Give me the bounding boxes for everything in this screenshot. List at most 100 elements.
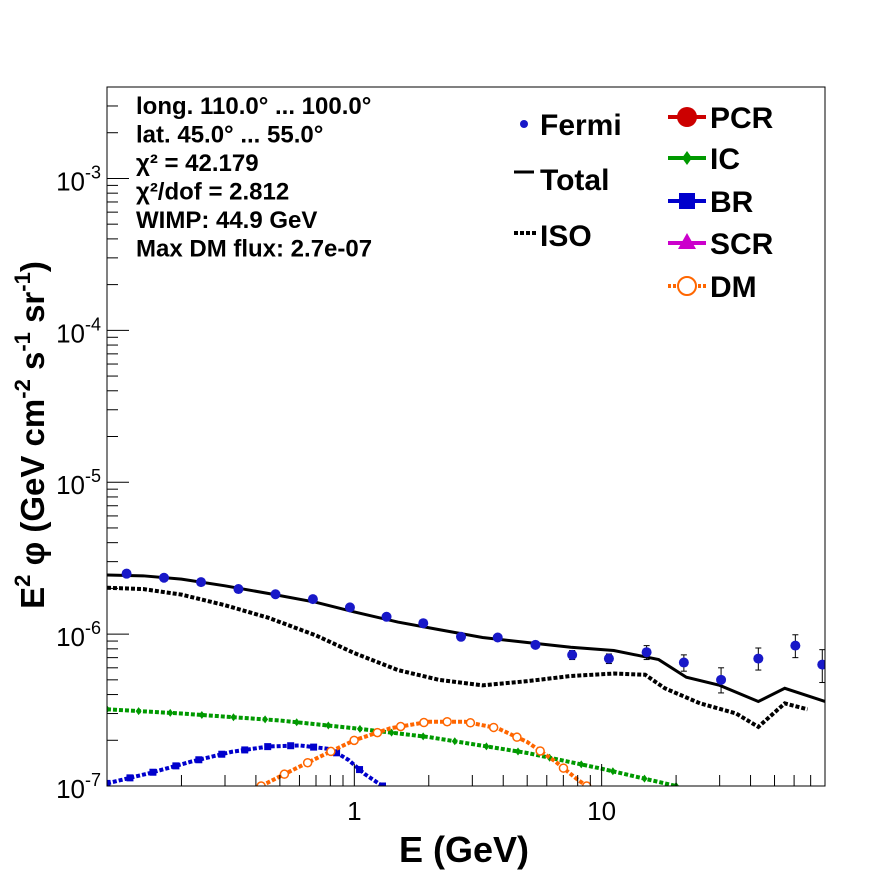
dm-marker xyxy=(465,718,476,728)
dm-marker xyxy=(535,746,545,756)
fermi-point xyxy=(603,653,614,664)
br-marker xyxy=(310,743,318,751)
x-axis-label: E (GeV) xyxy=(399,829,529,870)
legend-scr-marker xyxy=(678,233,696,249)
ic-marker xyxy=(420,732,427,741)
br-marker xyxy=(241,746,249,754)
legend-fermi-marker xyxy=(520,120,528,128)
ic-marker xyxy=(262,715,269,724)
y-tick-label: 10-6 xyxy=(56,618,101,652)
dm-marker xyxy=(395,721,406,732)
ic-marker xyxy=(609,767,616,776)
info-line: χ² = 42.179 xyxy=(136,150,259,177)
legend-dm-marker xyxy=(677,276,697,296)
br-marker xyxy=(149,768,157,776)
legend-label: BR xyxy=(710,186,754,219)
fermi-point xyxy=(817,659,825,670)
br-marker xyxy=(379,782,387,786)
dm-marker xyxy=(256,781,266,786)
ic-marker xyxy=(135,707,142,716)
br-marker xyxy=(333,749,341,757)
legend-label: ISO xyxy=(540,220,592,253)
dm-marker xyxy=(279,769,290,779)
legend-label: IC xyxy=(710,143,740,176)
fermi-point xyxy=(567,649,578,660)
legend-ic-marker xyxy=(682,151,692,165)
dm-marker xyxy=(302,757,313,768)
br-marker xyxy=(218,750,226,758)
fermi-point xyxy=(158,572,169,583)
dm-marker xyxy=(442,716,452,727)
fermi-point xyxy=(121,568,132,579)
legend-label: SCR xyxy=(710,228,774,261)
y-tick-label: 10-4 xyxy=(56,314,101,348)
info-text-block: long. 110.0° ... 100.0°lat. 45.0° ... 55… xyxy=(136,93,372,263)
fermi-point xyxy=(678,657,689,668)
br-marker xyxy=(195,756,203,764)
dm-marker xyxy=(512,732,522,742)
info-line: WIMP: 44.9 GeV xyxy=(136,207,317,234)
ic-marker xyxy=(107,705,110,714)
ic-marker xyxy=(641,774,648,783)
fermi-point xyxy=(641,647,652,658)
br-marker xyxy=(356,766,364,774)
dm-marker xyxy=(488,722,499,733)
dm-marker xyxy=(581,781,592,786)
legend-right: PCR IC BR SCR DM xyxy=(668,102,774,304)
legend-left: Fermi Total ISO xyxy=(514,109,622,253)
br-marker xyxy=(264,743,272,751)
br-marker xyxy=(287,742,295,750)
ic-marker xyxy=(198,710,205,719)
fermi-point xyxy=(790,640,801,651)
ic-marker xyxy=(293,718,300,727)
ic-marker xyxy=(451,737,458,746)
dm-marker xyxy=(419,717,429,728)
fermi-point xyxy=(344,602,355,613)
ic-marker xyxy=(356,724,363,733)
br-marker xyxy=(126,774,134,782)
fermi-point xyxy=(381,611,392,622)
fermi-point xyxy=(530,639,541,650)
x-tick-label: 10 xyxy=(587,796,616,826)
x-tick-label: 1 xyxy=(347,796,361,826)
plot-area xyxy=(107,568,825,786)
y-tick-label: 10-7 xyxy=(56,770,101,804)
y-axis-label: E2 φ (GeV cm-2 s-1 sr-1) xyxy=(10,261,51,609)
y-tick-label: 10-5 xyxy=(56,466,101,500)
fermi-point xyxy=(753,653,764,664)
info-line: Max DM flux: 2.7e-07 xyxy=(136,236,372,263)
ic-marker xyxy=(325,721,332,730)
legend-label: Total xyxy=(540,164,609,197)
fermi-point xyxy=(456,631,467,642)
iso-line xyxy=(107,585,809,730)
info-line: χ²/dof = 2.812 xyxy=(136,179,289,206)
fermi-point xyxy=(196,577,207,588)
fermi-point xyxy=(492,632,503,643)
legend-label: PCR xyxy=(710,102,774,135)
br-marker xyxy=(172,762,180,770)
legend-label: DM xyxy=(710,271,757,304)
total-line xyxy=(107,573,825,704)
info-line: lat. 45.0° ... 55.0° xyxy=(136,122,323,149)
fermi-point xyxy=(716,674,727,685)
ic-marker xyxy=(578,760,585,769)
legend-label: Fermi xyxy=(540,109,622,142)
y-tick-label: 10-3 xyxy=(56,162,101,196)
dm-marker xyxy=(349,735,359,746)
ic-marker xyxy=(230,713,237,722)
fermi-point xyxy=(418,618,429,629)
fermi-point xyxy=(270,589,281,600)
axes: 1 10 10-7 10-6 10-5 10-4 10-3 xyxy=(56,86,826,826)
dm-marker xyxy=(326,746,336,757)
fermi-point xyxy=(233,584,244,595)
info-line: long. 110.0° ... 100.0° xyxy=(136,93,371,120)
legend-br-marker xyxy=(679,193,695,209)
ic-marker xyxy=(167,708,174,717)
dm-marker xyxy=(372,727,383,738)
fermi-point xyxy=(307,594,318,605)
ic-marker xyxy=(515,747,522,756)
ic-marker xyxy=(388,728,395,737)
br-marker xyxy=(107,779,111,786)
dm-marker xyxy=(558,763,569,773)
